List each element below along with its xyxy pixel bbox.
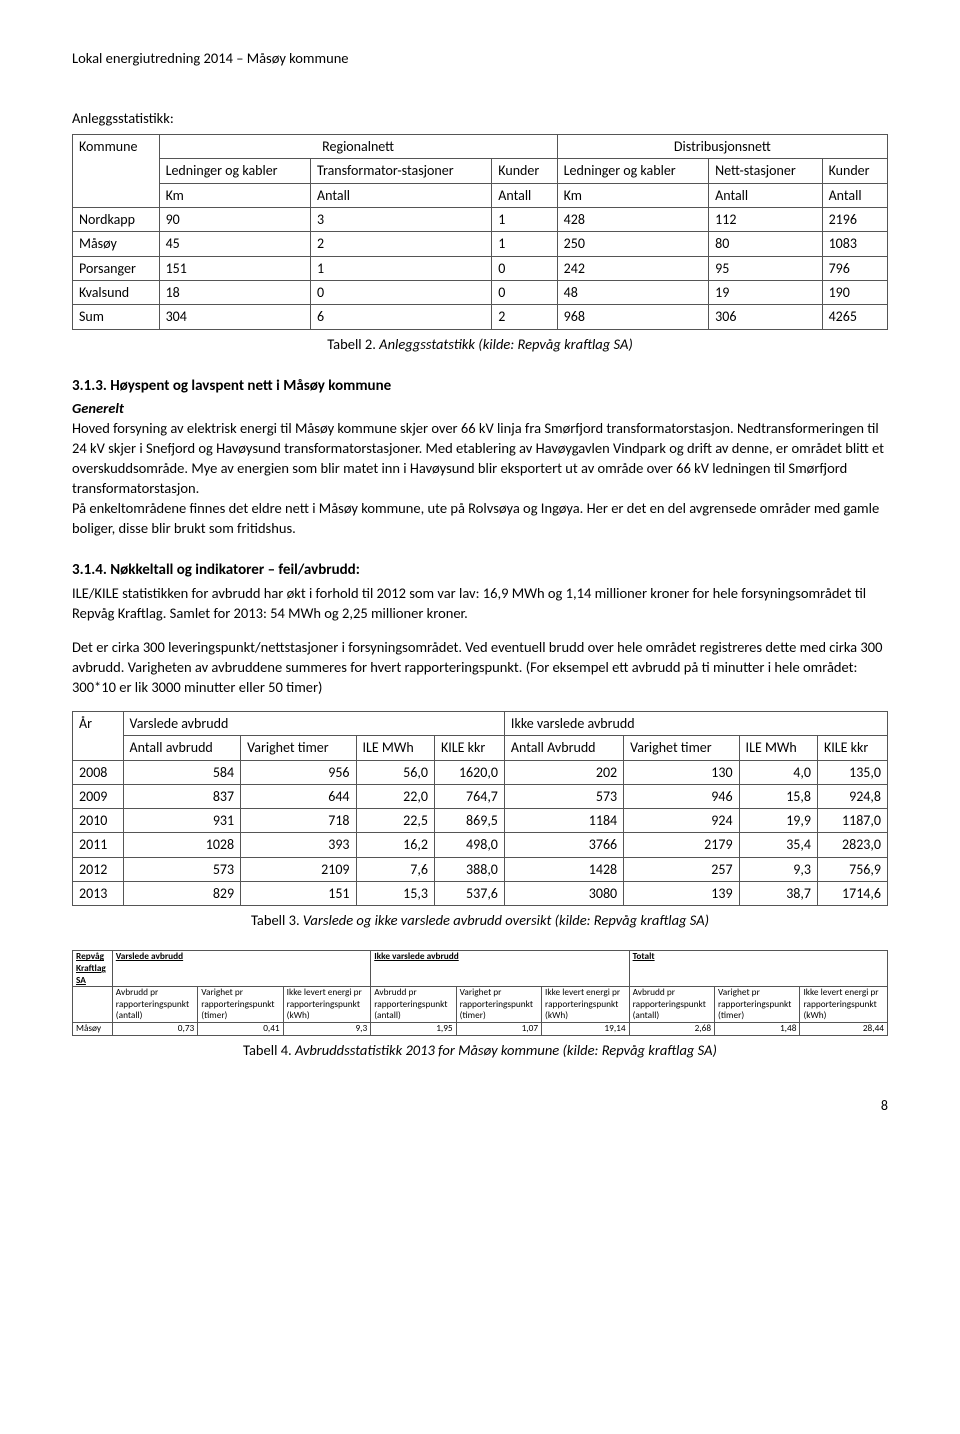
group-varslede: Varslede avbrudd: [112, 951, 370, 987]
col-r-ledninger: Ledninger og kabler: [159, 159, 310, 183]
table-row: Kvalsund18004819190: [73, 280, 888, 304]
col-group-regionalnett: Regionalnett: [159, 135, 557, 159]
col-d-ledninger: Ledninger og kabler: [557, 159, 708, 183]
subheading-generelt: Generelt: [72, 398, 888, 418]
col: Varighet timer: [241, 736, 356, 760]
col: Avbrudd pr rapporteringspunkt (antall): [112, 987, 197, 1023]
col: Antall avbrudd: [123, 736, 241, 760]
col-kommune: Kommune: [73, 135, 160, 208]
table-anleggsstatistikk: Kommune Regionalnett Distribusjonsnett L…: [72, 134, 888, 330]
paragraph: På enkeltområdene finnes det eldre nett …: [72, 498, 888, 538]
anlegg-label: Anleggsstatistikk:: [72, 108, 888, 128]
col: Varighet pr rapporteringspunkt (timer): [456, 987, 541, 1023]
col: ILE MWh: [739, 736, 817, 760]
paragraph: ILE/KILE statistikken for avbrudd har øk…: [72, 583, 888, 623]
table-avbrudd: År Varslede avbrudd Ikke varslede avbrud…: [72, 711, 888, 907]
group-ikkevarslede: Ikke varslede avbrudd: [371, 951, 629, 987]
table-row: 201382915115,3537,6308013938,71714,6: [73, 882, 888, 906]
col-d-kunder: Kunder: [822, 159, 887, 183]
unit: Km: [557, 183, 708, 207]
col-group-varslede: Varslede avbrudd: [123, 711, 504, 735]
unit: Antall: [492, 183, 557, 207]
table-row: Nordkapp90314281122196: [73, 207, 888, 231]
col: KILE kkr: [817, 736, 887, 760]
paragraph: Det er cirka 300 leveringspunkt/nettstas…: [72, 637, 888, 697]
table-caption-2: Tabell 2. Anleggsstatstikk (kilde: Repvå…: [72, 334, 888, 354]
unit: Km: [159, 183, 310, 207]
table-row: 2011102839316,2498,03766217935,42823,0: [73, 833, 888, 857]
table-avbruddsstatistikk: Repvåg Kraftlag SA Varslede avbrudd Ikke…: [72, 950, 888, 1035]
unit: Antall: [822, 183, 887, 207]
table-row: 200858495656,01620,02021304,0135,0: [73, 760, 888, 784]
table-row: Sum304629683064265: [73, 305, 888, 329]
col-d-nett: Nett-stasjoner: [709, 159, 822, 183]
col: Avbrudd pr rapporteringspunkt (antall): [629, 987, 714, 1023]
col: Varighet pr rapporteringspunkt (timer): [198, 987, 283, 1023]
col: ILE MWh: [356, 736, 434, 760]
col-group-ikkevarslede: Ikke varslede avbrudd: [504, 711, 887, 735]
col: Ikke levert energi pr rapporteringspunkt…: [283, 987, 371, 1023]
col-r-kunder: Kunder: [492, 159, 557, 183]
corp-label: Repvåg Kraftlag SA: [73, 951, 113, 987]
table-row: 201093171822,5869,5118492419,91187,0: [73, 809, 888, 833]
table-caption-3: Tabell 3. Varslede og ikke varslede avbr…: [72, 910, 888, 930]
col: Antall Avbrudd: [504, 736, 623, 760]
group-totalt: Totalt: [629, 951, 887, 987]
col: Ikke levert energi pr rapporteringspunkt…: [800, 987, 888, 1023]
col: Varighet pr rapporteringspunkt (timer): [715, 987, 800, 1023]
heading-3-1-3: 3.1.3. Høyspent og lavspent nett i Måsøy…: [72, 376, 888, 397]
table-row: Porsanger1511024295796: [73, 256, 888, 280]
unit: Antall: [311, 183, 492, 207]
heading-3-1-4: 3.1.4. Nøkkeltall og indikatorer – feil/…: [72, 560, 888, 581]
page-header: Lokal energiutredning 2014 – Måsøy kommu…: [72, 48, 888, 68]
page-number: 8: [72, 1096, 888, 1115]
col-year: År: [73, 711, 124, 760]
table-caption-4: Tabell 4. Avbruddsstatistikk 2013 for Må…: [72, 1040, 888, 1060]
col: Varighet timer: [624, 736, 739, 760]
col: Avbrudd pr rapporteringspunkt (antall): [371, 987, 456, 1023]
col-r-trafo: Transformator-stasjoner: [311, 159, 492, 183]
table-row: 200983764422,0764,757394615,8924,8: [73, 784, 888, 808]
col: KILE kkr: [434, 736, 504, 760]
col: Ikke levert energi pr rapporteringspunkt…: [542, 987, 630, 1023]
unit: Antall: [709, 183, 822, 207]
table-row: Måsøy 0,73 0,41 9,3 1,95 1,07 19,14 2,68…: [73, 1023, 888, 1036]
table-row: 201257321097,6388,014282579,3756,9: [73, 857, 888, 881]
col-group-distribusjonsnett: Distribusjonsnett: [557, 135, 887, 159]
paragraph: Hoved forsyning av elektrisk energi til …: [72, 418, 888, 498]
table-row: Måsøy4521250801083: [73, 232, 888, 256]
